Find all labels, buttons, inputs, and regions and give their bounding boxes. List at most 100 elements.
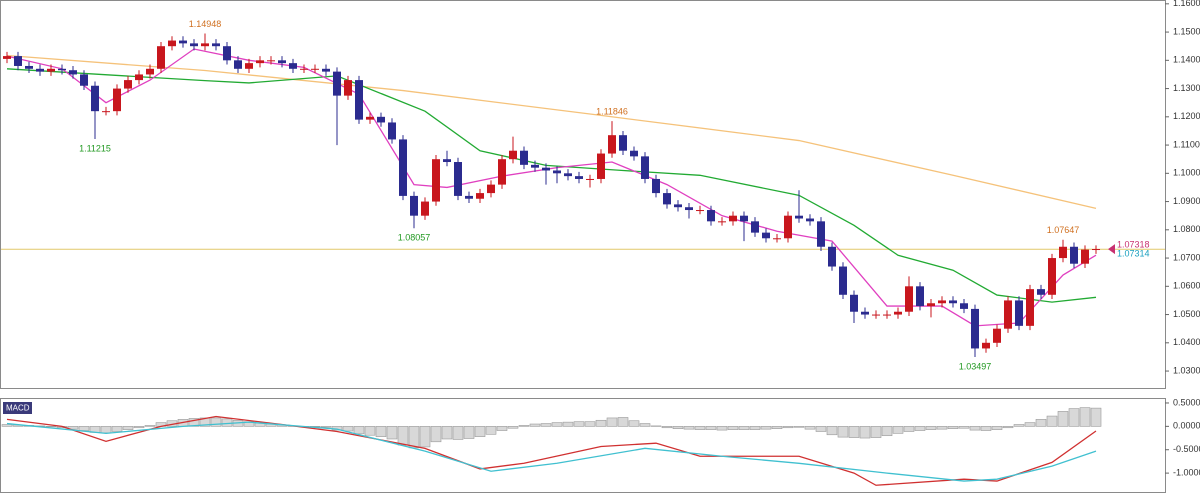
y-tick-label: 1.07000 [1173, 252, 1200, 262]
candle-body [179, 40, 187, 44]
candle-body [190, 43, 198, 47]
histogram-bar [144, 425, 156, 427]
candle-body [245, 63, 253, 69]
candle-body [729, 215, 737, 222]
candle-body [828, 246, 836, 267]
price-annotation: 1.14948 [189, 19, 222, 29]
y-tick-label: 1.06000 [1173, 281, 1200, 291]
candle-body [465, 195, 473, 199]
histogram-bar [518, 425, 530, 427]
y-tick-label: 1.11000 [1173, 139, 1200, 149]
histogram-bar [870, 426, 882, 438]
histogram-bar [584, 421, 596, 427]
y-tick-label: -0.5000 [1173, 444, 1200, 454]
histogram-bar [529, 423, 541, 427]
histogram-bar [771, 426, 783, 429]
histogram-bar [540, 423, 552, 427]
histogram-bar [111, 426, 123, 432]
candle-body [707, 210, 715, 222]
candle-body [421, 201, 429, 216]
candle-body [432, 159, 440, 202]
candle-body [355, 80, 363, 120]
histogram-bar [221, 418, 233, 427]
y-tick-label: 1.10000 [1173, 168, 1200, 178]
histogram-bar [408, 426, 420, 449]
histogram-bar [727, 426, 739, 430]
histogram-bar [969, 426, 981, 431]
histogram-bar [353, 426, 365, 435]
histogram-bar [595, 419, 607, 427]
candle-body [597, 153, 605, 179]
candle-body [113, 88, 121, 112]
histogram-bar [45, 426, 57, 428]
histogram-bar [1079, 407, 1091, 427]
price-annotation: 1.11846 [596, 107, 628, 117]
candle-body [839, 266, 847, 295]
candle-body [1004, 300, 1012, 329]
histogram-bar [683, 426, 695, 430]
histogram-bar [496, 426, 508, 431]
histogram-bar [760, 426, 772, 430]
candle-body [454, 162, 462, 196]
candle-body [36, 68, 44, 72]
histogram-bar [936, 426, 948, 430]
histogram-bar [694, 426, 706, 430]
candle-body [80, 74, 88, 86]
candle-body [784, 215, 792, 239]
candle-body [619, 135, 627, 151]
candle-body [817, 221, 825, 247]
histogram-bar [1035, 419, 1047, 427]
histogram-bar [738, 426, 750, 430]
candle-body [58, 68, 66, 71]
candle-body [938, 300, 946, 304]
y-tick-label: 1.14000 [1173, 55, 1200, 65]
candle-body [641, 156, 649, 179]
candle-body [608, 135, 616, 154]
candle-body [344, 80, 352, 96]
candle-body [267, 60, 275, 62]
candle-body [443, 159, 451, 163]
histogram-bar [474, 426, 486, 437]
candle-body [289, 63, 297, 69]
histogram-bar [1002, 426, 1014, 429]
histogram-bar [947, 426, 959, 429]
y-tick-label: 0.0000 [1173, 421, 1200, 431]
candle-body [1070, 246, 1078, 264]
indicator-line [6, 421, 1097, 482]
histogram-bar [793, 426, 805, 428]
histogram-bar [914, 426, 926, 431]
histogram-bar [210, 417, 222, 427]
y-tick-label: 1.16000 [1173, 0, 1200, 8]
histogram-bar [749, 426, 761, 430]
candle-body [531, 164, 539, 168]
candle-body [762, 232, 770, 239]
macd-panel [0, 398, 1166, 493]
candle-body [69, 70, 77, 75]
histogram-bar [705, 426, 717, 430]
histogram-bar [562, 421, 574, 427]
candle-body [256, 60, 264, 64]
candle-body [333, 71, 341, 96]
candle-body [1026, 289, 1034, 326]
histogram-bar [397, 426, 409, 446]
candle-body [883, 314, 891, 316]
price-annotation: 1.08057 [398, 233, 431, 243]
candle-body [201, 43, 209, 47]
candle-body [399, 139, 407, 196]
candle-body [718, 221, 726, 223]
histogram-bar [1068, 408, 1080, 427]
candle-body [212, 43, 220, 47]
candle-body [696, 210, 704, 212]
candle-body [47, 68, 55, 72]
histogram-bar [628, 420, 640, 427]
histogram-bar [1, 424, 13, 427]
indicator-line [6, 68, 1097, 303]
histogram-bar [100, 426, 112, 434]
histogram-bar [958, 426, 970, 429]
histogram-bar [1024, 422, 1036, 427]
candle-body [674, 204, 682, 208]
candle-body [806, 218, 814, 222]
histogram-bar [573, 421, 585, 427]
